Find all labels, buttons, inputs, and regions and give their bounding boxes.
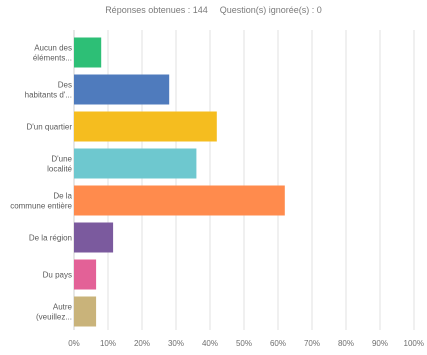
category-label: De la région	[29, 234, 72, 243]
bar	[74, 37, 102, 68]
category-label: D'un quartier	[26, 123, 72, 132]
category-label: Aucun des	[34, 44, 72, 53]
bar	[74, 74, 170, 105]
category-label: commune entière	[10, 202, 72, 211]
category-label: Du pays	[43, 271, 72, 280]
bar	[74, 296, 97, 327]
category-label: Autre	[53, 303, 73, 312]
bar	[74, 185, 285, 216]
bar	[74, 148, 197, 179]
category-label: De la	[53, 192, 72, 201]
x-tick-label: 100%	[404, 339, 424, 348]
bar	[74, 222, 114, 253]
category-label: habitants d'...	[25, 91, 72, 100]
x-tick-label: 10%	[100, 339, 116, 348]
x-tick-label: 90%	[372, 339, 388, 348]
x-tick-label: 0%	[68, 339, 80, 348]
response-summary: Réponses obtenues : 144 Question(s) ignor…	[0, 5, 427, 15]
x-tick-label: 70%	[304, 339, 320, 348]
x-tick-label: 80%	[338, 339, 354, 348]
category-label: éléments...	[33, 54, 72, 63]
category-label: (veuillez...	[36, 313, 72, 322]
x-tick-label: 20%	[134, 339, 150, 348]
category-label: Des	[58, 81, 72, 90]
category-label: D'une	[51, 155, 72, 164]
responses-count: Réponses obtenues : 144	[105, 5, 208, 15]
x-tick-label: 60%	[270, 339, 286, 348]
category-label: localité	[47, 165, 72, 174]
x-tick-label: 50%	[236, 339, 252, 348]
x-tick-label: 30%	[168, 339, 184, 348]
skipped-count: Question(s) ignorée(s) : 0	[219, 5, 322, 15]
bar	[74, 259, 97, 290]
bar	[74, 111, 217, 142]
x-tick-label: 40%	[202, 339, 218, 348]
